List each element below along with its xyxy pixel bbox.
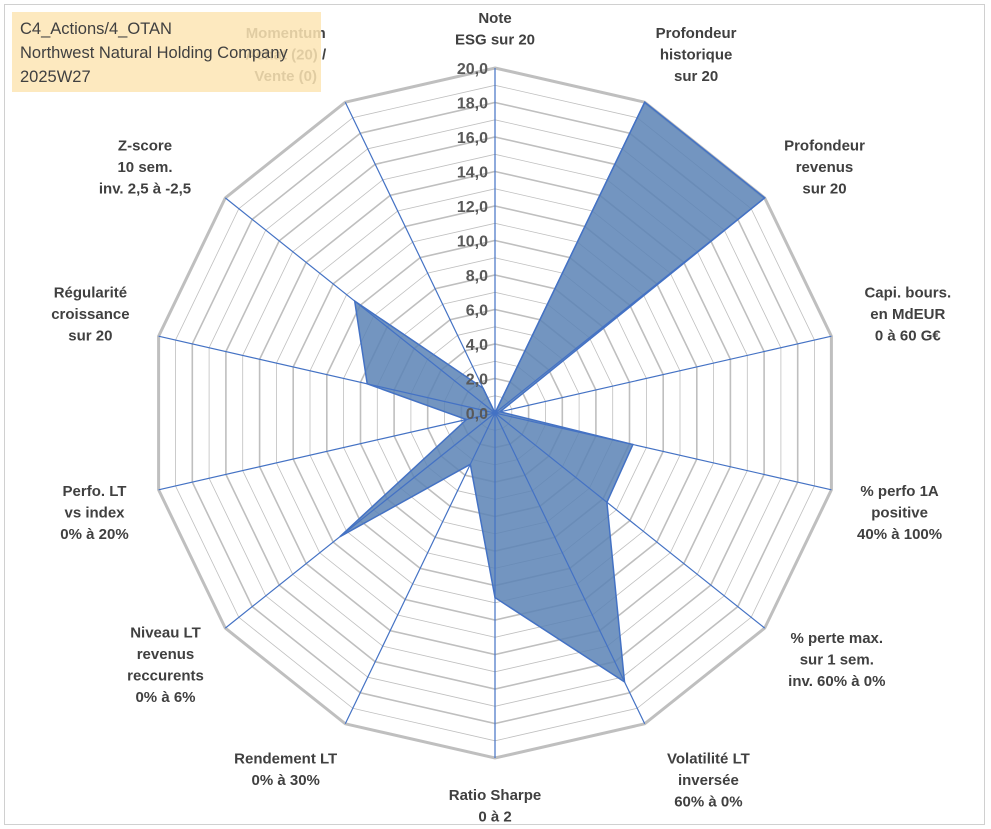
axis-spoke bbox=[344, 101, 496, 414]
axis-label-line: 60% à 0% bbox=[674, 794, 742, 811]
axis-label-line: inversée bbox=[678, 772, 739, 789]
axis-spoke bbox=[494, 101, 646, 414]
axis-label-line: 10 sem. bbox=[117, 159, 172, 176]
axis-label-1: Profondeur historique sur 20 bbox=[656, 25, 737, 85]
axis-label-line: 0% à 6% bbox=[135, 689, 195, 706]
tick-label: 6,0 bbox=[466, 303, 488, 320]
title-line-1: C4_Actions/4_OTAN bbox=[20, 20, 172, 38]
axis-label-line: Profondeur bbox=[784, 138, 865, 155]
axis-label-line: % perte max. bbox=[791, 630, 884, 647]
tick-label: 0,0 bbox=[466, 406, 488, 423]
tick-label: 18,0 bbox=[457, 96, 488, 113]
axis-label-line: 0% à 20% bbox=[60, 526, 128, 543]
axis-spoke bbox=[224, 197, 496, 414]
axis-spoke bbox=[494, 197, 766, 414]
axis-label-line: 0 à 60 G€ bbox=[875, 328, 942, 345]
axis-label-line: historique bbox=[660, 47, 733, 64]
tick-label: 8,0 bbox=[466, 268, 488, 285]
axis-label-line: Profondeur bbox=[656, 25, 737, 42]
axis-spoke bbox=[344, 412, 496, 725]
axis-label-line: 40% à 100% bbox=[857, 526, 942, 543]
axis-label-line: positive bbox=[871, 505, 928, 522]
axis-spoke bbox=[494, 335, 832, 414]
axis-label-line: Régularité bbox=[54, 285, 127, 302]
tick-label: 2,0 bbox=[466, 372, 488, 389]
axis-label-line: reccurents bbox=[127, 668, 204, 685]
axis-spoke bbox=[158, 335, 496, 414]
axis-label-line: croissance bbox=[51, 306, 129, 323]
axis-label-line: sur 1 sem. bbox=[800, 652, 874, 669]
axis-label-line: vs index bbox=[64, 505, 125, 522]
axis-spoke bbox=[494, 412, 832, 491]
tick-label: 14,0 bbox=[457, 165, 488, 182]
chart-title-box: C4_Actions/4_OTAN Northwest Natural Hold… bbox=[12, 12, 321, 92]
axis-label-line: 0 à 2 bbox=[478, 809, 511, 826]
axis-label-line: Capi. bours. bbox=[864, 285, 951, 302]
axis-label-line: sur 20 bbox=[674, 68, 718, 85]
tick-label: 20,0 bbox=[457, 61, 488, 78]
tick-label: 16,0 bbox=[457, 130, 488, 147]
title-line-2: Northwest Natural Holding Company bbox=[20, 44, 288, 62]
axis-spoke bbox=[494, 412, 766, 629]
axis-label-line: Z-score bbox=[118, 138, 172, 155]
axis-spoke bbox=[224, 412, 496, 629]
axis-label-9: Niveau LT revenus reccurents 0% à 6% bbox=[127, 625, 204, 707]
axis-label-6: Volatilité LT inversée 60% à 0% bbox=[667, 751, 750, 811]
axis-label-line: en MdEUR bbox=[870, 306, 945, 323]
axis-label-line: sur 20 bbox=[68, 328, 112, 345]
axis-label-3: Capi. bours. en MdEUR 0 à 60 G€ bbox=[864, 285, 951, 345]
axis-label-line: inv. 2,5 à -2,5 bbox=[99, 181, 191, 198]
axis-label-2: Profondeur revenus sur 20 bbox=[784, 138, 865, 198]
axis-label-4: % perfo 1A positive 40% à 100% bbox=[857, 483, 942, 543]
axis-label-line: Perfo. LT bbox=[63, 483, 127, 500]
axis-label-line: inv. 60% à 0% bbox=[788, 673, 885, 690]
axis-label-11: Régularité croissance sur 20 bbox=[51, 285, 129, 345]
axis-label-line: revenus bbox=[137, 646, 195, 663]
axis-spoke bbox=[494, 412, 646, 725]
axis-label-0: Note ESG sur 20 bbox=[455, 10, 535, 49]
axis-label-8: Rendement LT 0% à 30% bbox=[234, 751, 337, 790]
axis-label-line: ESG sur 20 bbox=[455, 32, 535, 49]
axis-label-12: Z-score 10 sem. inv. 2,5 à -2,5 bbox=[99, 138, 191, 198]
axis-label-line: revenus bbox=[796, 159, 854, 176]
title-line-3: 2025W27 bbox=[20, 68, 91, 86]
axis-label-line: sur 20 bbox=[802, 181, 846, 198]
axis-label-line: Rendement LT bbox=[234, 751, 337, 768]
axis-label-line: Note bbox=[478, 10, 511, 27]
axis-label-line: Ratio Sharpe bbox=[449, 787, 542, 804]
spoke-layer bbox=[158, 68, 832, 758]
tick-label: 10,0 bbox=[457, 234, 488, 251]
axis-label-line: Volatilité LT bbox=[667, 751, 750, 768]
axis-label-line: % perfo 1A bbox=[860, 483, 939, 500]
axis-label-line: Niveau LT bbox=[130, 625, 201, 642]
axis-label-10: Perfo. LT vs index 0% à 20% bbox=[60, 483, 128, 543]
tick-label: 12,0 bbox=[457, 199, 488, 216]
axis-label-7: Ratio Sharpe 0 à 2 bbox=[449, 787, 542, 826]
chart-frame bbox=[4, 4, 985, 825]
tick-labels: 0,0 2,0 4,0 6,0 8,0 10,0 12,0 14,0 16,0 18,0 20,0 bbox=[457, 61, 488, 423]
axis-label-5: % perte max. sur 1 sem. inv. 60% à 0% bbox=[788, 630, 885, 690]
axis-label-line: 0% à 30% bbox=[252, 772, 320, 789]
tick-label: 4,0 bbox=[466, 337, 488, 354]
axis-spoke bbox=[158, 412, 496, 491]
